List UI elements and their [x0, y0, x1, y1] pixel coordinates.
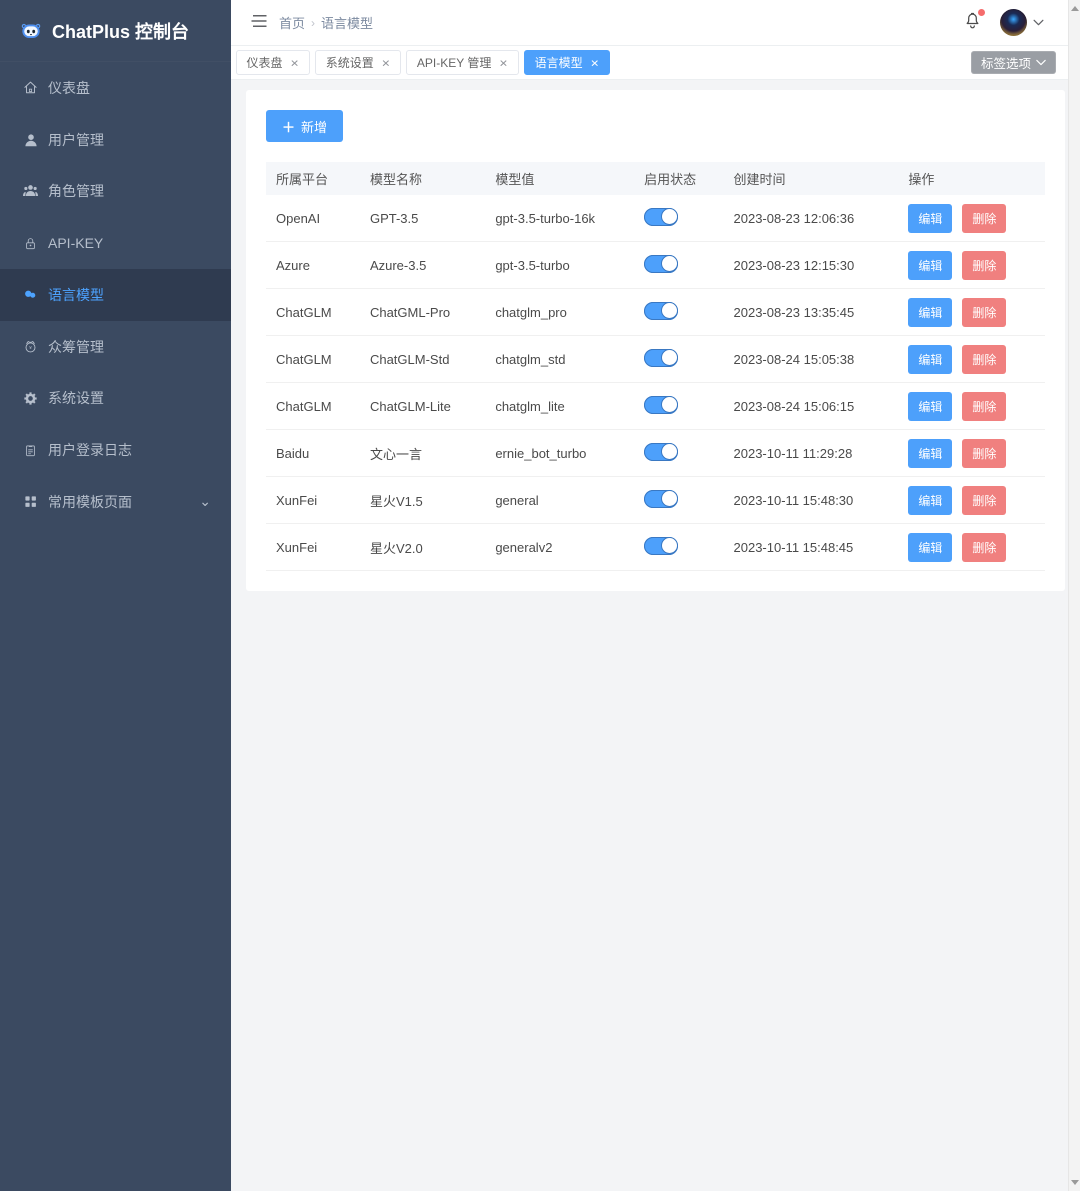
svg-text:¥: ¥	[29, 345, 32, 350]
